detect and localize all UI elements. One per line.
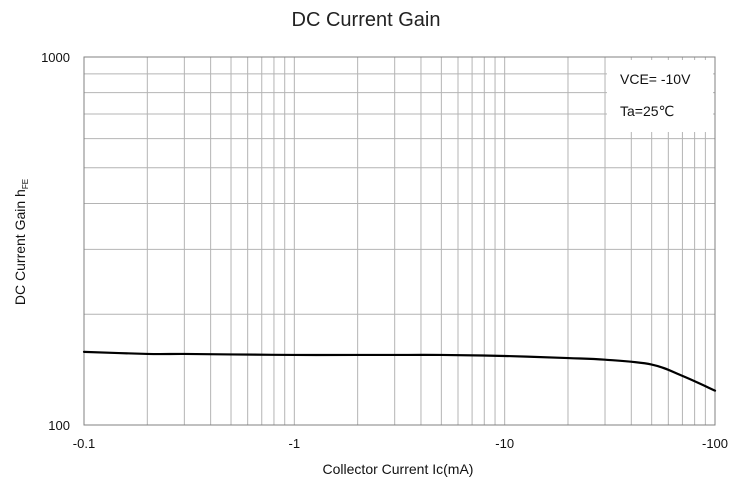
y-axis-label: DC Current Gain hFE xyxy=(12,179,30,305)
x-tick-label: -1 xyxy=(289,436,301,451)
tick-labels: -0.1 -1 -10 -100 100 1000 xyxy=(41,50,728,451)
y-tick-label: 100 xyxy=(48,418,70,433)
plot-frame xyxy=(83,56,716,426)
chart-title: DC Current Gain xyxy=(292,9,441,31)
y-tick-label: 1000 xyxy=(41,50,70,65)
x-tick-label: -10 xyxy=(495,436,514,451)
y-axis-label-symbol: h xyxy=(12,189,28,197)
y-axis-label-text: DC Current Gain xyxy=(12,201,28,305)
series-line-hfe xyxy=(82,350,717,392)
grid-lines xyxy=(84,57,715,425)
x-axis-label: Collector Current Ic(mA) xyxy=(323,461,474,477)
x-tick-label: -0.1 xyxy=(73,436,95,451)
annotation-box: VCE= -10V Ta=25℃ xyxy=(607,60,713,132)
annotation-vce: VCE= -10V xyxy=(620,71,691,87)
y-axis-label-subscript: FE xyxy=(21,179,30,189)
x-tick-label: -100 xyxy=(702,436,728,451)
y-axis-label-group: DC Current Gain hFE xyxy=(12,179,30,305)
annotation-temperature: Ta=25℃ xyxy=(620,103,674,119)
